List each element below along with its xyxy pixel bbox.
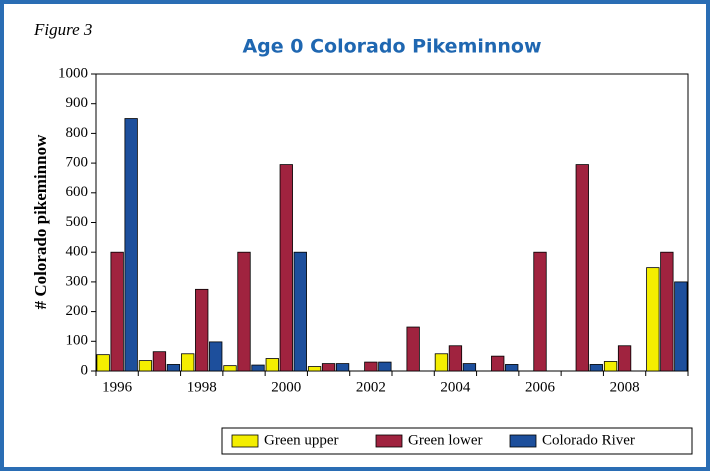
bar xyxy=(251,364,265,372)
bar xyxy=(406,326,420,372)
bar xyxy=(674,281,688,372)
y-tick-label: 800 xyxy=(66,125,89,141)
x-tick-label: 2002 xyxy=(356,379,386,395)
bar xyxy=(462,363,477,372)
x-tick-label: 1998 xyxy=(187,379,217,395)
y-tick-label: 0 xyxy=(81,362,89,378)
bar xyxy=(124,118,138,372)
legend xyxy=(221,427,693,455)
bar xyxy=(434,353,449,372)
x-tick-label: 1996 xyxy=(102,379,133,395)
y-tick-label: 900 xyxy=(66,95,89,111)
y-tick-label: 700 xyxy=(66,155,89,171)
bar xyxy=(209,341,223,372)
bar xyxy=(448,345,463,372)
bar xyxy=(321,363,336,372)
y-tick-label: 1000 xyxy=(58,65,88,81)
bar xyxy=(166,364,181,372)
bar xyxy=(335,363,350,372)
bar xyxy=(533,251,547,372)
y-tick-label: 500 xyxy=(66,214,89,230)
legend-label: Green upper xyxy=(264,432,339,448)
bar xyxy=(307,366,322,372)
bar xyxy=(491,355,505,372)
legend-label: Green lower xyxy=(408,432,483,448)
legend-swatch xyxy=(509,434,537,448)
bar xyxy=(237,251,251,372)
bar xyxy=(138,360,153,372)
x-tick-label: 2006 xyxy=(525,379,556,395)
y-tick-label: 200 xyxy=(66,303,89,319)
legend-swatch xyxy=(375,434,403,448)
bar xyxy=(646,267,660,372)
bar xyxy=(96,354,110,372)
bar xyxy=(195,288,209,372)
y-tick-label: 600 xyxy=(66,184,89,200)
bar xyxy=(378,361,392,372)
legend-swatch xyxy=(231,434,259,448)
x-tick-label: 2004 xyxy=(440,379,471,395)
bar xyxy=(223,365,237,372)
bar xyxy=(152,351,167,372)
bar xyxy=(575,164,589,372)
y-tick-label: 300 xyxy=(66,273,89,289)
bar xyxy=(293,251,307,372)
bar xyxy=(617,345,632,372)
bar xyxy=(110,251,124,372)
bar xyxy=(505,364,519,372)
y-axis-label: # Colorado pikeminnow xyxy=(31,134,50,309)
chart-title: Age 0 Colorado Pikeminnow xyxy=(242,36,541,58)
bar xyxy=(265,358,279,372)
x-tick-label: 2008 xyxy=(610,379,640,395)
bar xyxy=(660,251,674,372)
y-tick-label: 100 xyxy=(66,333,89,349)
bar xyxy=(589,364,603,372)
bar xyxy=(364,361,378,372)
y-tick-label: 400 xyxy=(66,244,89,260)
bar xyxy=(181,353,195,372)
figure-label: Figure 3 xyxy=(33,20,92,39)
legend-label: Colorado River xyxy=(542,432,635,448)
bar xyxy=(603,361,618,372)
bar xyxy=(279,164,293,372)
x-tick-label: 2000 xyxy=(271,379,301,395)
